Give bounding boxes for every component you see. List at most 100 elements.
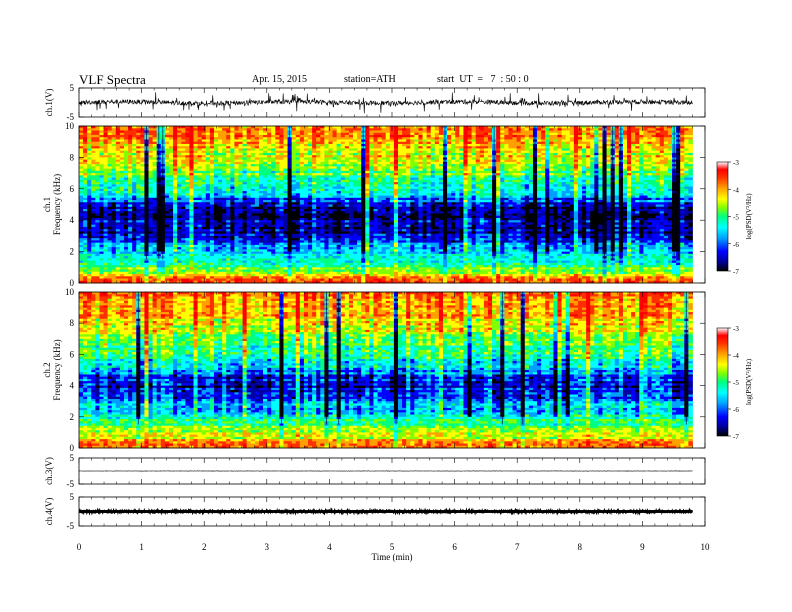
spectrogram-cell xyxy=(111,224,117,228)
spectrogram-cell xyxy=(303,132,309,136)
spectrogram-cell xyxy=(320,253,325,257)
spectrogram-cell xyxy=(258,213,264,217)
spectrogram-cell xyxy=(99,274,104,277)
spectrogram-cell xyxy=(201,146,207,149)
spectrogram-cell xyxy=(336,128,342,131)
spectrogram-cell xyxy=(242,253,248,257)
spectrogram-cell xyxy=(107,249,113,252)
spectrogram-cell xyxy=(213,157,219,161)
spectrogram-cell xyxy=(99,143,104,147)
spectrogram-cell xyxy=(209,229,215,232)
spectrogram-cell xyxy=(201,206,207,210)
spectrogram-cell xyxy=(95,177,100,181)
spectrogram-cell xyxy=(119,184,125,187)
spectrogram-cell xyxy=(271,224,276,228)
spectrogram-cell xyxy=(79,276,84,279)
spectrogram-cell xyxy=(140,134,145,138)
spectrogram-cell xyxy=(160,276,166,279)
spectrogram-cell xyxy=(119,186,125,190)
spectrogram-cell xyxy=(328,173,333,176)
spectrogram-cell xyxy=(299,132,305,136)
spectrogram-cell xyxy=(177,240,182,244)
spectrogram-cell xyxy=(328,235,333,239)
spectrogram-cell xyxy=(291,126,297,129)
spectrogram-cell xyxy=(152,251,158,255)
spectrogram-cell xyxy=(181,226,186,230)
spectrogram-cell xyxy=(222,231,227,235)
spectrogram-cell xyxy=(189,148,194,152)
spectrogram-cell xyxy=(308,217,313,221)
spectrogram-cell xyxy=(336,231,342,235)
spectrogram-cell xyxy=(107,213,113,217)
spectrogram-cell xyxy=(201,271,207,275)
spectrogram-cell xyxy=(308,226,313,230)
spectrogram-cell xyxy=(340,238,346,241)
spectrogram-cell xyxy=(279,238,284,241)
spectrogram-cell xyxy=(348,137,354,140)
spectrogram-cell xyxy=(316,274,321,277)
spectrogram-cell xyxy=(336,269,342,273)
spectrogram-cell xyxy=(308,155,313,158)
spectrogram-cell xyxy=(156,260,162,264)
spectrogram-cell xyxy=(123,213,129,217)
spectrogram-cell xyxy=(279,249,284,252)
spectrogram-cell xyxy=(267,177,272,181)
spectrogram-cell xyxy=(283,170,288,174)
spectrogram-cell xyxy=(226,244,231,248)
spectrogram-cell xyxy=(291,220,297,223)
spectrogram-cell xyxy=(242,274,248,277)
spectrogram-cell xyxy=(205,184,211,187)
spectrogram-cell xyxy=(275,139,280,143)
spectrogram-cell xyxy=(254,200,260,203)
spectrogram-cell xyxy=(316,200,321,203)
spectrogram-cell xyxy=(209,130,215,134)
spectrogram-cell xyxy=(250,175,256,178)
spectrogram-cell xyxy=(83,141,88,145)
spectrogram-cell xyxy=(148,242,154,246)
spectrogram-cell xyxy=(267,233,272,237)
spectrogram-cell xyxy=(308,233,313,237)
spectrogram-cell xyxy=(103,126,109,129)
spectrogram-cell xyxy=(103,168,109,172)
spectrogram-cell xyxy=(205,155,211,158)
spectrogram-cell xyxy=(271,157,276,161)
spectrogram-cell xyxy=(189,130,194,134)
spectrogram-cell xyxy=(111,238,117,241)
spectrogram-cell xyxy=(95,267,100,270)
spectrogram-cell xyxy=(226,265,231,268)
spectrogram-cell xyxy=(242,146,248,149)
spectrogram-cell xyxy=(353,262,358,266)
spectrogram-cell xyxy=(189,159,194,163)
spectrogram-cell xyxy=(263,184,268,187)
spectrogram-cell xyxy=(312,222,317,226)
spectrogram-cell xyxy=(91,211,96,214)
spectrogram-cell xyxy=(267,128,272,131)
spectrogram-cell xyxy=(83,202,88,205)
spectrogram-cell xyxy=(267,229,272,232)
spectrogram-cell xyxy=(185,217,190,221)
spectrogram-cell xyxy=(205,247,211,250)
spectrogram-cell xyxy=(275,186,280,190)
spectrogram-cell xyxy=(353,128,358,131)
spectrogram-cell xyxy=(230,251,235,255)
spectrogram-cell xyxy=(115,166,121,170)
spectrogram-cell xyxy=(271,141,276,145)
spectrogram-cell xyxy=(173,132,178,136)
spectrogram-cell xyxy=(324,217,329,221)
spectrogram-cell xyxy=(189,166,194,170)
spectrogram-cell xyxy=(275,200,280,203)
spectrogram-cell xyxy=(83,179,88,183)
spectrogram-cell xyxy=(320,274,325,277)
spectrogram-cell xyxy=(271,179,276,183)
spectrogram-cell xyxy=(230,193,235,196)
spectrogram-cell xyxy=(230,265,235,268)
spectrogram-cell xyxy=(201,217,207,221)
spectrogram-cell xyxy=(103,215,109,219)
spectrogram-cell xyxy=(107,215,113,219)
spectrogram-cell xyxy=(201,193,207,196)
spectrogram-cell xyxy=(303,211,309,214)
spectrogram-cell xyxy=(336,200,342,203)
spectrogram-cell xyxy=(103,204,109,208)
spectrogram-cell xyxy=(254,195,260,199)
spectrogram-cell xyxy=(316,206,321,210)
